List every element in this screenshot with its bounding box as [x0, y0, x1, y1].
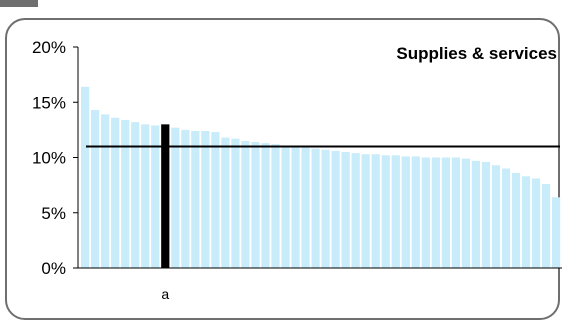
bar [181, 129, 190, 269]
bar [321, 149, 330, 268]
bar [461, 158, 471, 268]
bar [281, 146, 290, 268]
bar [421, 157, 430, 268]
bar [451, 157, 460, 268]
bar [191, 130, 200, 268]
bar [551, 197, 561, 268]
y-tick-label: 15% [32, 93, 66, 112]
bar [521, 176, 531, 268]
y-tick-label: 10% [32, 149, 66, 168]
bar [121, 119, 130, 269]
bar-highlighted [161, 124, 170, 268]
bar [431, 157, 440, 268]
chart-title: Supplies & services [396, 44, 557, 63]
bar [301, 147, 310, 268]
y-tick-label: 20% [32, 38, 66, 57]
bar [441, 157, 450, 268]
y-ticks-group: 0% 5% 10% 15% 20% [32, 38, 78, 278]
bar [401, 156, 410, 268]
bar [331, 150, 340, 268]
bar [251, 142, 260, 268]
bar [291, 146, 300, 268]
bar [411, 156, 420, 268]
bar [101, 114, 110, 269]
bar [481, 161, 491, 268]
bar [211, 132, 220, 268]
y-tick-label: 5% [41, 204, 66, 223]
bar [271, 144, 280, 268]
bar [471, 160, 481, 268]
bars-group [81, 86, 561, 269]
bar [131, 122, 140, 268]
bar [491, 165, 501, 268]
highlight-bar-label: a [161, 286, 169, 302]
y-tick-label: 0% [41, 259, 66, 278]
bar [531, 178, 541, 268]
chart-frame [5, 18, 560, 320]
bar [511, 172, 521, 268]
bar [141, 124, 150, 268]
bar [231, 138, 240, 268]
bar [171, 127, 180, 268]
bar [221, 137, 230, 268]
bar [111, 117, 120, 268]
bar [371, 154, 380, 268]
bar [241, 140, 250, 268]
bar [201, 130, 210, 268]
bar [361, 154, 370, 268]
bar [341, 151, 350, 268]
bar [261, 143, 270, 268]
bar [381, 155, 390, 268]
corner-tab-marker [0, 0, 38, 7]
bar [81, 86, 90, 268]
bar [351, 153, 360, 268]
bar [151, 125, 160, 268]
bar [91, 109, 100, 268]
bar [311, 148, 320, 268]
bar [391, 155, 400, 268]
bar [501, 168, 511, 268]
bar [541, 184, 551, 268]
